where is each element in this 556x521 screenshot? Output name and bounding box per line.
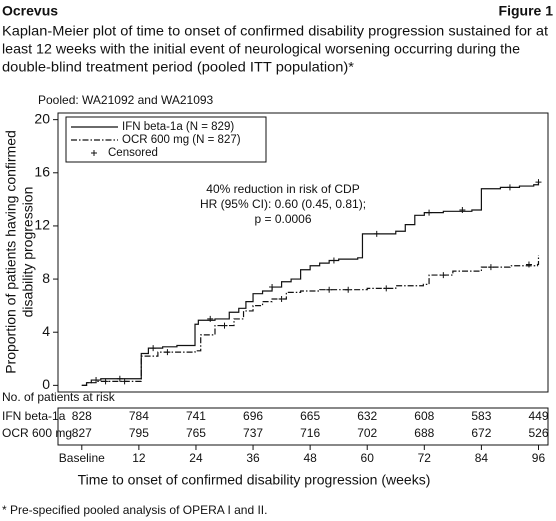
risk-value: 702 [357, 426, 377, 440]
risk-value: 672 [471, 426, 491, 440]
censor-mark [459, 206, 466, 213]
censor-mark [207, 315, 214, 322]
censor-mark [506, 184, 513, 191]
censor-mark [278, 296, 285, 302]
censor-mark [102, 378, 109, 385]
x-tick-label: 84 [475, 451, 489, 465]
risk-value: 632 [357, 409, 377, 423]
x-axis-label: Time to onset of confirmed disability pr… [78, 472, 431, 488]
censor-mark [221, 322, 228, 329]
censor-mark [116, 375, 123, 382]
legend-censor [91, 150, 97, 156]
title-line: least 12 weeks with the initial event of… [2, 41, 520, 57]
y-tick-label: 20 [34, 110, 50, 126]
risk-table-title: No. of patients at risk [2, 390, 116, 404]
x-tick-label: 24 [189, 451, 203, 465]
footnote: * Pre-specified pooled analysis of OPERA… [2, 503, 267, 517]
risk-value: 741 [186, 409, 206, 423]
risk-value: 765 [186, 426, 206, 440]
risk-value: 449 [528, 409, 548, 423]
legend-label: Censored [108, 147, 158, 159]
subtitle: Pooled: WA21092 and WA21093 [38, 93, 214, 107]
km-curve [81, 182, 540, 386]
y-tick-label: 16 [34, 163, 50, 179]
censor-mark [440, 272, 447, 279]
plot-frame [57, 112, 549, 393]
censor-mark [487, 264, 494, 271]
annotation: p = 0.0006 [254, 212, 311, 226]
x-tick-label: 96 [532, 451, 546, 465]
censor-mark [150, 345, 157, 352]
risk-value: 665 [300, 409, 320, 423]
risk-value: 828 [72, 409, 92, 423]
risk-value: 583 [471, 409, 491, 423]
title-line: double-blind treatment period (pooled IT… [2, 59, 355, 75]
censor-mark [525, 261, 532, 268]
risk-value: 795 [129, 426, 149, 440]
legend-label: OCR 600 mg (N = 827) [122, 134, 241, 146]
x-tick-label: 48 [303, 451, 317, 465]
x-tick-label: 72 [418, 451, 432, 465]
header-right: Figure 1 [499, 3, 554, 19]
x-tick-label: 36 [246, 451, 260, 465]
risk-value: 827 [72, 426, 92, 440]
censor-mark [269, 284, 276, 291]
risk-value: 696 [243, 409, 263, 423]
x-tick-label: Baseline [59, 451, 105, 465]
risk-value: 688 [414, 426, 434, 440]
risk-row-label: IFN beta-1a [2, 409, 66, 423]
censor-mark [426, 209, 433, 216]
censor-mark [330, 257, 337, 264]
censor-mark [93, 377, 100, 384]
y-tick-label: 12 [34, 217, 50, 233]
censor-mark [326, 286, 333, 293]
censor-mark [345, 286, 352, 293]
annotation: 40% reduction in risk of CDP [206, 182, 359, 196]
risk-value: 608 [414, 409, 434, 423]
y-tick-label: 4 [42, 323, 50, 339]
y-tick-label: 0 [42, 376, 50, 392]
censor-mark [383, 285, 390, 292]
risk-value: 737 [243, 426, 263, 440]
risk-value: 526 [528, 426, 548, 440]
legend-label: IFN beta-1a (N = 829) [122, 121, 234, 133]
title-line: Kaplan-Meier plot of time to onset of co… [2, 23, 548, 39]
risk-row-label: OCR 600 mg [2, 426, 72, 440]
y-axis-label: Proportion of patients having confirmed [3, 130, 19, 374]
risk-table-frame [57, 407, 549, 446]
x-tick-label: 60 [361, 451, 375, 465]
annotation: HR (95% CI): 0.60 (0.45, 0.81); [200, 197, 366, 211]
risk-value: 716 [300, 426, 320, 440]
censor-mark [535, 179, 542, 186]
censor-mark [121, 378, 128, 385]
censor-mark [373, 230, 380, 237]
y-tick-label: 8 [42, 270, 50, 286]
censor-mark [164, 349, 171, 356]
header-left: Ocrevus [2, 3, 58, 19]
y-axis-label: disability progression [20, 187, 36, 318]
km-curve [81, 255, 540, 386]
risk-value: 784 [129, 409, 149, 423]
x-tick-label: 12 [132, 451, 146, 465]
